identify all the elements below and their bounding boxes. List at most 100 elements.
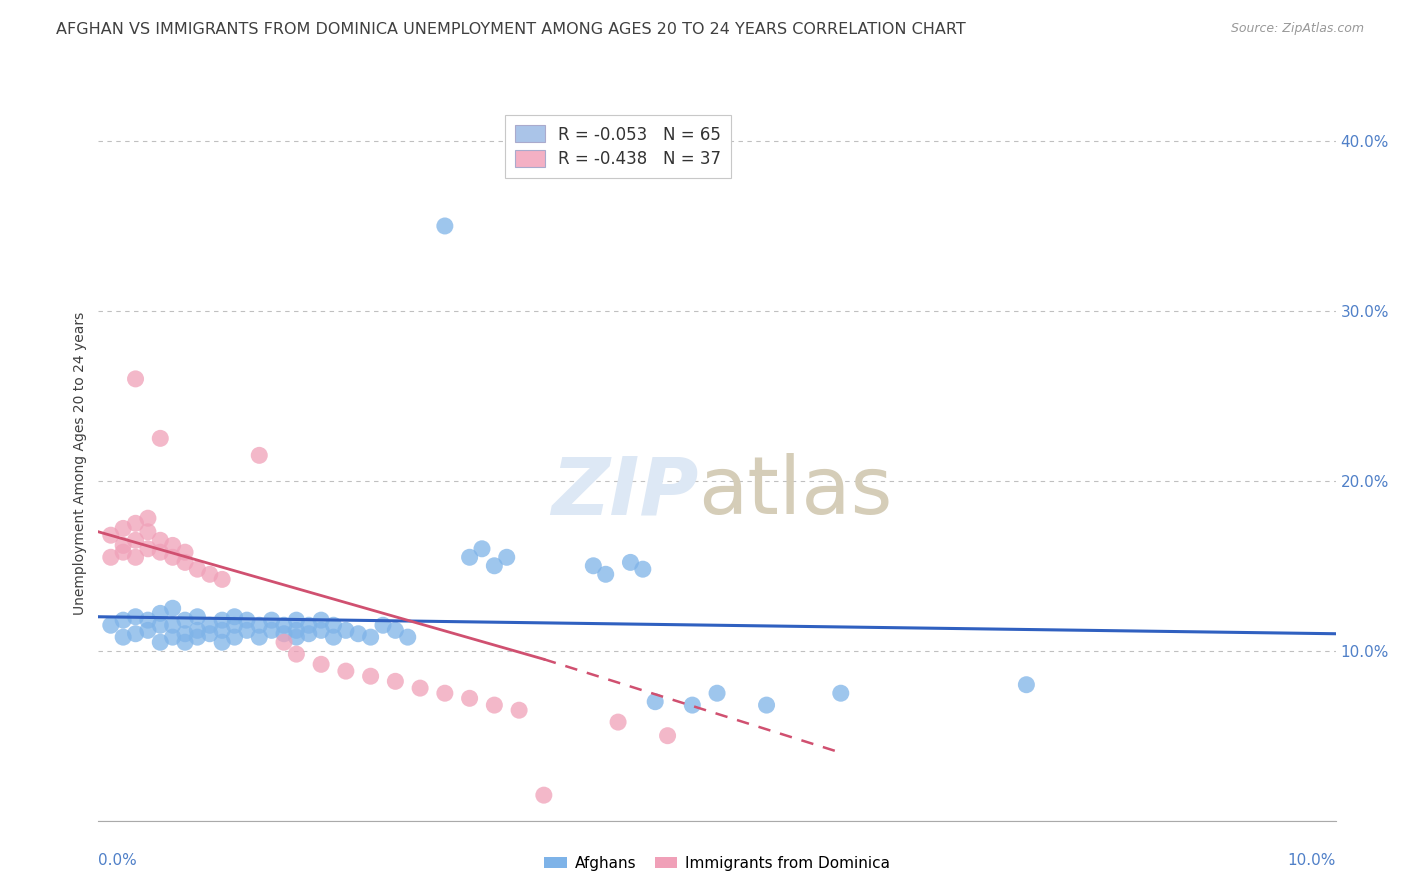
Point xyxy=(322,630,344,644)
Point xyxy=(136,541,159,556)
Point xyxy=(433,219,456,233)
Point xyxy=(360,630,382,644)
Point xyxy=(112,613,135,627)
Point xyxy=(136,511,159,525)
Point xyxy=(124,609,146,624)
Point xyxy=(309,657,332,672)
Text: 10.0%: 10.0% xyxy=(1288,853,1336,868)
Point xyxy=(211,613,233,627)
Point xyxy=(211,635,233,649)
Point xyxy=(360,669,382,683)
Point xyxy=(149,635,172,649)
Point xyxy=(830,686,852,700)
Point xyxy=(409,681,432,695)
Point xyxy=(755,698,778,712)
Point xyxy=(657,729,679,743)
Point xyxy=(186,624,208,638)
Point xyxy=(224,618,246,632)
Point xyxy=(298,626,321,640)
Point xyxy=(149,607,172,621)
Point xyxy=(224,609,246,624)
Point xyxy=(495,550,517,565)
Point xyxy=(124,533,146,548)
Point xyxy=(706,686,728,700)
Point xyxy=(273,618,295,632)
Point xyxy=(644,695,666,709)
Text: ZIP: ZIP xyxy=(551,453,699,532)
Point xyxy=(631,562,654,576)
Point xyxy=(247,448,270,462)
Point xyxy=(236,613,259,627)
Text: AFGHAN VS IMMIGRANTS FROM DOMINICA UNEMPLOYMENT AMONG AGES 20 TO 24 YEARS CORREL: AFGHAN VS IMMIGRANTS FROM DOMINICA UNEMP… xyxy=(56,22,966,37)
Text: 0.0%: 0.0% xyxy=(98,853,138,868)
Point xyxy=(681,698,703,712)
Point xyxy=(471,541,494,556)
Point xyxy=(273,635,295,649)
Point xyxy=(484,698,506,712)
Point xyxy=(162,550,184,565)
Point xyxy=(236,624,259,638)
Point xyxy=(396,630,419,644)
Point xyxy=(162,618,184,632)
Point xyxy=(1015,678,1038,692)
Point xyxy=(124,626,146,640)
Point xyxy=(260,613,283,627)
Point xyxy=(186,562,208,576)
Point xyxy=(100,618,122,632)
Point xyxy=(371,618,394,632)
Point xyxy=(595,567,617,582)
Point xyxy=(136,524,159,539)
Point xyxy=(484,558,506,573)
Point xyxy=(335,624,357,638)
Point xyxy=(211,573,233,587)
Point xyxy=(309,624,332,638)
Point xyxy=(322,618,344,632)
Point xyxy=(247,630,270,644)
Point xyxy=(260,624,283,638)
Text: atlas: atlas xyxy=(699,453,893,532)
Point xyxy=(309,613,332,627)
Point xyxy=(174,555,197,569)
Point xyxy=(186,609,208,624)
Point xyxy=(347,626,370,640)
Point xyxy=(607,715,630,730)
Point xyxy=(285,630,308,644)
Text: Source: ZipAtlas.com: Source: ZipAtlas.com xyxy=(1230,22,1364,36)
Point xyxy=(198,567,221,582)
Point xyxy=(162,630,184,644)
Point xyxy=(619,555,641,569)
Point xyxy=(533,788,555,802)
Point xyxy=(508,703,530,717)
Y-axis label: Unemployment Among Ages 20 to 24 years: Unemployment Among Ages 20 to 24 years xyxy=(73,312,87,615)
Point xyxy=(124,372,146,386)
Point xyxy=(149,545,172,559)
Point xyxy=(211,624,233,638)
Point xyxy=(112,630,135,644)
Point xyxy=(384,624,406,638)
Point xyxy=(136,624,159,638)
Point xyxy=(335,664,357,678)
Point xyxy=(186,630,208,644)
Point xyxy=(285,624,308,638)
Point xyxy=(384,674,406,689)
Point xyxy=(198,626,221,640)
Point xyxy=(100,528,122,542)
Point xyxy=(149,533,172,548)
Point xyxy=(285,647,308,661)
Point xyxy=(458,691,481,706)
Point xyxy=(458,550,481,565)
Point xyxy=(136,613,159,627)
Point xyxy=(124,516,146,531)
Point xyxy=(247,618,270,632)
Point xyxy=(124,550,146,565)
Point xyxy=(198,618,221,632)
Point xyxy=(112,545,135,559)
Point xyxy=(224,630,246,644)
Point xyxy=(162,601,184,615)
Point xyxy=(112,521,135,535)
Point xyxy=(149,431,172,445)
Point xyxy=(285,613,308,627)
Point xyxy=(298,618,321,632)
Point xyxy=(433,686,456,700)
Point xyxy=(174,626,197,640)
